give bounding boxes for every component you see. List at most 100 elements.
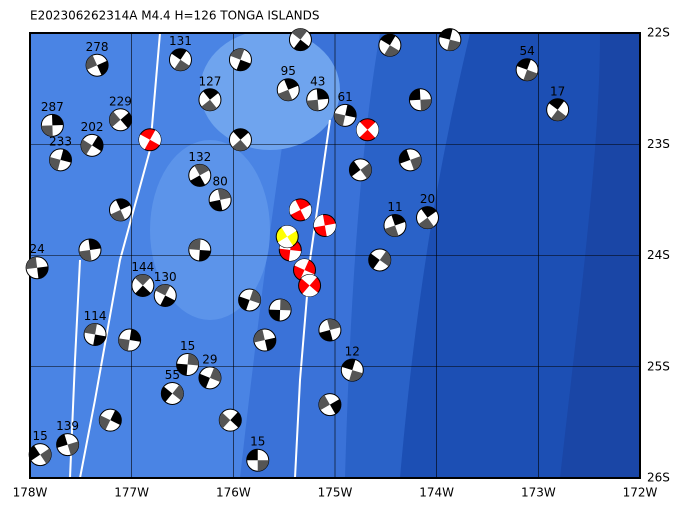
beachball-quadrant bbox=[135, 285, 151, 297]
depth-label: 229 bbox=[109, 94, 132, 108]
beachball-quadrant bbox=[232, 139, 248, 151]
focal-mechanism bbox=[228, 128, 252, 152]
beachball-quadrant bbox=[236, 59, 251, 71]
depth-label: 233 bbox=[49, 134, 72, 148]
focal-mechanism bbox=[228, 48, 252, 72]
focal-mechanism bbox=[28, 443, 52, 467]
beachball-quadrant bbox=[110, 410, 122, 425]
focal-mechanism bbox=[176, 353, 200, 377]
beachball-quadrant bbox=[84, 323, 97, 335]
beachball-quadrant bbox=[246, 449, 258, 461]
beachball-quadrant bbox=[67, 441, 79, 456]
beachball-quadrant bbox=[421, 206, 437, 218]
beachball-quadrant bbox=[60, 149, 72, 163]
focal-mechanism bbox=[276, 78, 300, 102]
beachball-quadrant bbox=[97, 60, 109, 76]
focal-mechanism bbox=[118, 328, 142, 352]
beachball-quadrant bbox=[92, 136, 104, 152]
beachball-quadrant bbox=[548, 98, 565, 110]
beachball-quadrant bbox=[356, 121, 368, 138]
beachball-quadrant bbox=[86, 55, 98, 70]
beachball-quadrant bbox=[88, 238, 101, 250]
beachball-quadrant bbox=[209, 199, 223, 211]
y-tick-label: 25S bbox=[647, 359, 670, 373]
focal-mechanism bbox=[383, 213, 407, 237]
focal-mechanism bbox=[306, 88, 330, 112]
depth-label: 29 bbox=[202, 352, 217, 366]
focal-mechanism bbox=[318, 393, 342, 417]
beachball-quadrant bbox=[410, 156, 422, 171]
focal-mechanism bbox=[275, 225, 299, 249]
beachball-quadrant bbox=[368, 253, 380, 269]
beachball-quadrant bbox=[380, 34, 396, 46]
beachball-quadrant bbox=[291, 28, 308, 40]
beachball-quadrant bbox=[233, 128, 249, 140]
beachball-quadrant bbox=[93, 334, 106, 346]
beachball-quadrant bbox=[280, 299, 292, 311]
focal-mechanism bbox=[546, 98, 570, 122]
beachball-quadrant bbox=[523, 69, 538, 81]
focal-mechanism bbox=[253, 328, 277, 352]
beachball-quadrant bbox=[269, 309, 281, 322]
focal-mechanism bbox=[25, 256, 49, 280]
depth-label: 55 bbox=[165, 368, 180, 382]
beachball-quadrant bbox=[160, 295, 176, 307]
beachball-quadrant bbox=[171, 48, 187, 60]
focal-mechanism bbox=[408, 88, 432, 112]
beachball-quadrant bbox=[313, 214, 325, 228]
focal-mechanism bbox=[168, 48, 192, 72]
beachball-quadrant bbox=[327, 319, 341, 331]
focal-mechanism bbox=[246, 448, 270, 472]
focal-mechanism bbox=[348, 158, 372, 182]
beachball-quadrant bbox=[318, 395, 330, 411]
depth-label: 43 bbox=[310, 74, 325, 88]
depth-label: 17 bbox=[550, 84, 565, 98]
beachball-quadrant bbox=[319, 330, 333, 342]
beachball-quadrant bbox=[249, 289, 261, 304]
beachball-quadrant bbox=[289, 200, 301, 215]
depth-label: 24 bbox=[29, 242, 44, 256]
focal-mechanism bbox=[108, 198, 132, 222]
focal-mechanism bbox=[313, 213, 337, 237]
beachball-quadrant bbox=[238, 296, 250, 311]
focal-mechanism bbox=[160, 381, 184, 405]
depth-label: 12 bbox=[345, 345, 360, 359]
beachball-quadrant bbox=[281, 225, 297, 237]
depth-label: 139 bbox=[56, 419, 79, 433]
beachball-quadrant bbox=[155, 284, 171, 296]
beachball-quadrant bbox=[40, 448, 52, 464]
depth-label: 54 bbox=[520, 44, 535, 58]
depth-label: 11 bbox=[387, 200, 402, 214]
focal-mechanism bbox=[78, 238, 102, 262]
focal-mechanism bbox=[298, 274, 322, 298]
beachball-quadrant bbox=[149, 130, 161, 146]
beachball-quadrant bbox=[341, 359, 356, 371]
x-tick-label: 172W bbox=[623, 486, 658, 500]
beachball-quadrant bbox=[110, 209, 126, 221]
beachball-quadrant bbox=[134, 274, 151, 286]
map-title: E202306262314A M4.4 H=126 TONGA ISLANDS bbox=[30, 9, 320, 23]
beachball-quadrant bbox=[324, 223, 336, 237]
focal-mechanism bbox=[368, 248, 392, 272]
depth-label: 278 bbox=[86, 40, 109, 54]
beachball-quadrant bbox=[49, 156, 61, 171]
beachball-quadrant bbox=[349, 161, 361, 177]
focal-mechanism bbox=[398, 148, 422, 172]
beachball-quadrant bbox=[115, 198, 131, 210]
beachball-quadrant bbox=[367, 122, 379, 138]
beachball-quadrant bbox=[217, 188, 231, 200]
beachball-quadrant bbox=[439, 28, 453, 40]
beachball-quadrant bbox=[188, 238, 201, 250]
beachball-quadrant bbox=[187, 353, 199, 366]
beachball-quadrant bbox=[264, 337, 276, 351]
focal-mechanism bbox=[80, 133, 104, 157]
depth-label: 61 bbox=[338, 90, 353, 104]
beachball-quadrant bbox=[230, 48, 245, 60]
beachball-quadrant bbox=[379, 251, 391, 267]
beachball-quadrant bbox=[138, 134, 150, 150]
beachball-quadrant bbox=[306, 99, 319, 111]
beachball-quadrant bbox=[118, 338, 130, 351]
beachball-quadrant bbox=[209, 367, 221, 382]
focal-mechanism bbox=[208, 188, 232, 212]
depth-label: 130 bbox=[154, 270, 177, 284]
